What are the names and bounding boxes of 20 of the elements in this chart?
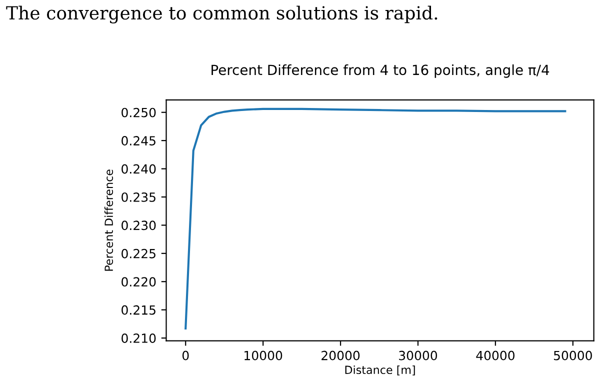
y-tick-label: 0.225 bbox=[122, 248, 156, 258]
chart-title: Percent Difference from 4 to 16 points, angle π/4 bbox=[212, 64, 550, 78]
y-axis-title: Percent Difference bbox=[104, 170, 114, 271]
x-tick-label: 10000 bbox=[244, 350, 282, 360]
x-tick-label: 0 bbox=[182, 350, 189, 360]
y-tick-label: 0.210 bbox=[122, 334, 156, 343]
x-axis-title: Distance [m] bbox=[345, 365, 415, 376]
x-tick-label: 20000 bbox=[322, 350, 360, 360]
y-tick-label: 0.220 bbox=[122, 277, 156, 287]
line-series bbox=[184, 108, 566, 330]
y-tick-label: 0.250 bbox=[122, 108, 156, 118]
x-tick-label: 30000 bbox=[399, 350, 438, 360]
y-tick-label: 0.230 bbox=[122, 220, 156, 230]
y-tick-label: 0.245 bbox=[122, 136, 156, 146]
x-tick-label: 50000 bbox=[554, 350, 592, 360]
x-tick-label: 40000 bbox=[476, 350, 514, 360]
y-tick-label: 0.235 bbox=[122, 192, 156, 202]
text: The convergence to common solutions is rapid. bbox=[6, 6, 438, 24]
y-tick-label: 0.240 bbox=[122, 164, 156, 174]
y-tick-label: 0.215 bbox=[122, 305, 156, 315]
